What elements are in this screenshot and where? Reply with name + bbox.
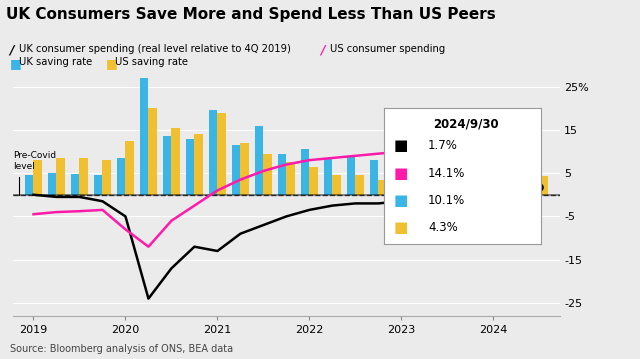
Bar [516, 177, 525, 195]
Bar [301, 149, 309, 195]
Text: 4.3%: 4.3% [428, 221, 458, 234]
Bar [71, 174, 79, 195]
Text: ■: ■ [394, 220, 408, 235]
Text: ■: ■ [10, 57, 21, 70]
Bar [172, 128, 180, 195]
Bar [424, 175, 433, 195]
Text: /: / [10, 44, 14, 57]
Bar [56, 158, 65, 195]
Bar [461, 164, 470, 195]
Bar [116, 158, 125, 195]
Text: ■: ■ [394, 166, 408, 181]
Bar [33, 160, 42, 195]
Bar [370, 160, 378, 195]
Bar [484, 162, 493, 195]
Bar [470, 175, 479, 195]
Bar [186, 139, 195, 195]
Bar [508, 162, 516, 195]
Bar [232, 145, 241, 195]
Text: UK Consumers Save More and Spend Less Than US Peers: UK Consumers Save More and Spend Less Th… [6, 7, 496, 22]
Bar [218, 112, 226, 195]
Text: ■: ■ [394, 193, 408, 208]
Bar [125, 141, 134, 195]
Text: /: / [320, 44, 324, 57]
Bar [309, 167, 318, 195]
Bar [93, 175, 102, 195]
Text: ■: ■ [106, 57, 117, 70]
Bar [531, 151, 540, 195]
Bar [438, 160, 447, 195]
Bar [324, 158, 332, 195]
Bar [163, 136, 172, 195]
Bar [255, 126, 264, 195]
Bar [278, 154, 287, 195]
Bar [493, 177, 502, 195]
Bar [447, 177, 456, 195]
Text: Source: Bloomberg analysis of ONS, BEA data: Source: Bloomberg analysis of ONS, BEA d… [10, 344, 233, 354]
Text: US saving rate: US saving rate [115, 57, 188, 67]
Text: 14.1%: 14.1% [428, 167, 465, 180]
Bar [79, 158, 88, 195]
Bar [264, 154, 272, 195]
Bar [25, 175, 33, 195]
Bar [287, 162, 295, 195]
Bar [241, 143, 249, 195]
Bar [48, 173, 56, 195]
Text: US consumer spending: US consumer spending [330, 44, 445, 54]
Text: 10.1%: 10.1% [428, 194, 465, 207]
Bar [140, 78, 148, 195]
Bar [347, 156, 355, 195]
Bar [195, 134, 203, 195]
Bar [332, 175, 341, 195]
Text: Pre-Covid
level: Pre-Covid level [13, 151, 56, 171]
Bar [401, 175, 410, 195]
Text: ■: ■ [394, 139, 408, 153]
Bar [355, 175, 364, 195]
Bar [148, 108, 157, 195]
Bar [392, 162, 401, 195]
Bar [378, 180, 387, 195]
Text: 2024/9/30: 2024/9/30 [433, 117, 499, 130]
Text: 1.7%: 1.7% [428, 139, 458, 153]
Text: UK consumer spending (real level relative to 4Q 2019): UK consumer spending (real level relativ… [19, 44, 291, 54]
Bar [415, 162, 424, 195]
Text: UK saving rate: UK saving rate [19, 57, 92, 67]
Bar [102, 160, 111, 195]
Bar [540, 176, 548, 195]
Bar [209, 110, 218, 195]
